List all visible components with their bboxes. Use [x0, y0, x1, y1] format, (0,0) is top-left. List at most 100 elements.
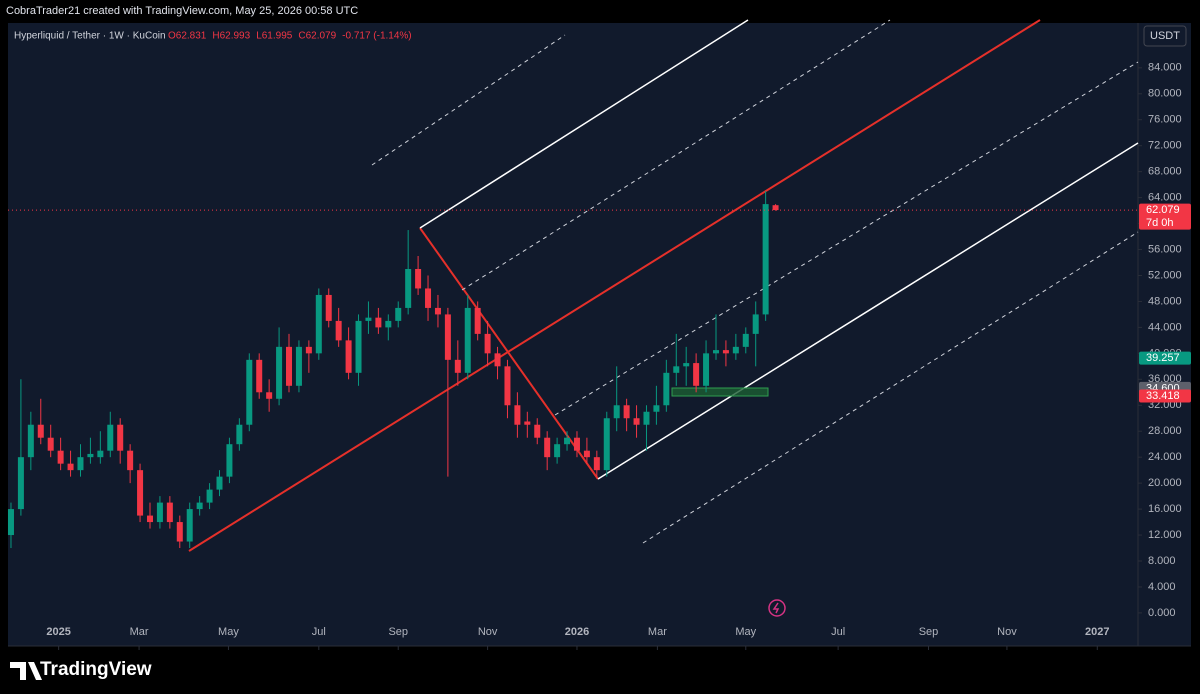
candle-body [146, 515, 153, 523]
candle-body [166, 502, 173, 523]
dashed-line [371, 34, 566, 166]
candle-body [87, 453, 94, 458]
candle-body [444, 314, 451, 360]
candle-body [504, 366, 511, 406]
y-tick-label: 28.000 [1148, 425, 1182, 437]
dashed-line [642, 231, 1139, 544]
candle-body [514, 405, 521, 425]
y-tick-label: 8.000 [1148, 555, 1176, 567]
upper-line [419, 19, 749, 229]
y-tick-label: 48.000 [1148, 295, 1182, 307]
brand: TradingView [40, 659, 152, 680]
candle-body [67, 463, 74, 471]
y-tick-label: 64.000 [1148, 192, 1182, 204]
candle-body [454, 359, 461, 373]
y-tick-label: 52.000 [1148, 269, 1182, 281]
candle-body [573, 437, 580, 451]
candle-body [772, 205, 779, 211]
candle-body [762, 204, 769, 315]
candle-body [295, 346, 302, 386]
candle-body [37, 424, 44, 438]
candle-body [127, 450, 134, 471]
y-tick-label: 56.000 [1148, 243, 1182, 255]
legend-ohlc: O62.831 H62.993 L61.995 C62.079 -0.717 (-1.1… [168, 31, 412, 42]
x-tick-label: Nov [478, 626, 498, 638]
candle-body [474, 307, 481, 334]
candle-body [137, 470, 144, 516]
price-label-box [1139, 389, 1191, 403]
candle-body [732, 346, 739, 354]
y-tick-label: 0.000 [1148, 607, 1176, 619]
candle-body [236, 424, 243, 445]
x-tick-label: May [218, 626, 239, 638]
candle-body [325, 294, 332, 321]
candle-body [752, 314, 759, 334]
price-label: 39.257 [1146, 352, 1180, 364]
price-label-sub: 7d 0h [1146, 217, 1174, 229]
candle-body [117, 424, 124, 451]
y-tick-label: 20.000 [1148, 477, 1182, 489]
price-label: 62.079 [1146, 204, 1180, 216]
candle-body [186, 509, 193, 542]
x-tick-label: Sep [919, 626, 939, 638]
y-tick-label: 76.000 [1148, 114, 1182, 126]
candle-body [484, 333, 491, 354]
candle-body [544, 437, 551, 458]
candle-body [246, 359, 253, 425]
brand-logo [10, 662, 42, 680]
candle-body [603, 418, 610, 471]
plot [7, 191, 1138, 549]
chart-area [8, 23, 1191, 646]
candle-body [712, 350, 719, 354]
candle-body [97, 450, 104, 458]
handle-line [419, 227, 599, 480]
y-tick-label: 4.000 [1148, 581, 1176, 593]
x-tick-label: Sep [388, 626, 408, 638]
y-tick-label: 68.000 [1148, 166, 1182, 178]
candle-body [335, 320, 342, 341]
x-tick-label: Jul [312, 626, 326, 638]
y-tick-label: 24.000 [1148, 451, 1182, 463]
legend-value: -0.717 (-1.14%) [342, 31, 411, 42]
symbol-info: Hyperliquid / Tether · 1W · KuCoin [14, 31, 166, 42]
legend-value: C62.079 [298, 31, 336, 42]
price-label: 33.418 [1146, 390, 1180, 402]
y-tick-label: 16.000 [1148, 503, 1182, 515]
flash-icon[interactable] [768, 599, 786, 617]
candle-body [564, 437, 571, 445]
x-tick-label: Mar [648, 626, 667, 638]
candle-body [216, 476, 223, 490]
candle-body [722, 350, 729, 354]
candle-body [623, 405, 630, 419]
legend-value: L61.995 [256, 31, 293, 42]
x-tick-label: Jul [831, 626, 845, 638]
x-tick-label: Nov [997, 626, 1017, 638]
currency-box[interactable] [1143, 25, 1187, 47]
candle-body [673, 366, 680, 373]
candle-body [395, 307, 402, 321]
candle-body [683, 363, 690, 367]
legend-value: H62.993 [212, 31, 250, 42]
candle-body [17, 457, 24, 510]
candle-body [583, 450, 590, 458]
candle-body [663, 372, 670, 406]
candle-body [593, 457, 600, 471]
candle-body [47, 437, 54, 451]
median-line [188, 19, 1041, 552]
candle-body [286, 346, 293, 386]
dashed-line [554, 61, 1139, 416]
candle-body [196, 502, 203, 510]
candle-body [305, 346, 312, 354]
candle-body [464, 307, 471, 373]
candle-body [742, 333, 749, 347]
legend-value: O62.831 [168, 31, 207, 42]
candle-body [176, 522, 183, 542]
candle-body [57, 450, 64, 464]
y-tick-label: 72.000 [1148, 140, 1182, 152]
candle-body [206, 489, 213, 503]
price-label-box [1139, 203, 1191, 230]
currency[interactable]: USDT [1150, 30, 1180, 42]
candle-body [345, 340, 352, 373]
candle-body [434, 307, 441, 315]
